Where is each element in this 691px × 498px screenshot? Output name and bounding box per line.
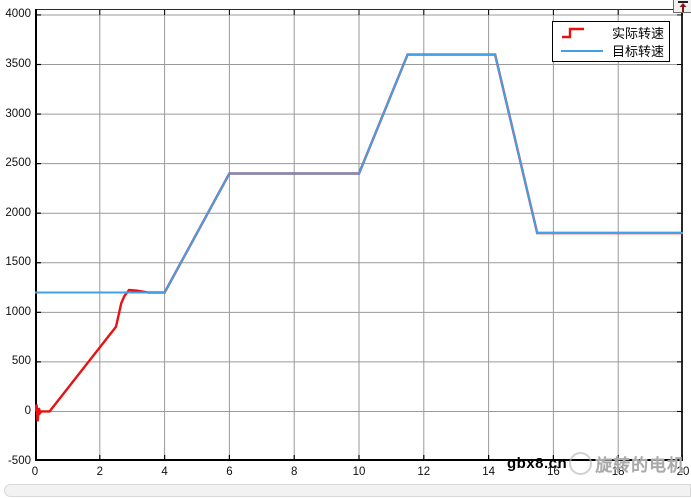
x-tick-label: 8 bbox=[290, 466, 298, 478]
y-tick-label: -500 bbox=[7, 454, 31, 467]
x-tick-label: 16 bbox=[546, 466, 560, 478]
y-tick-label: 1000 bbox=[5, 305, 31, 318]
x-tick-label: 2 bbox=[96, 466, 103, 478]
x-tick-label: 10 bbox=[352, 466, 366, 478]
x-tick-label: 18 bbox=[611, 466, 625, 478]
dock-pin-up-arrow-icon bbox=[677, 0, 688, 12]
solid-line-glyph bbox=[561, 49, 603, 52]
y-tick-label: 0 bbox=[24, 404, 31, 417]
watermark-site: gbx8.cn bbox=[507, 454, 568, 472]
x-tick-label: 6 bbox=[226, 466, 233, 478]
legend-label-target-speed: 目标转速 bbox=[612, 44, 665, 60]
x-tick-label: 12 bbox=[417, 466, 431, 478]
legend[interactable]: 实际转速 目标转速 bbox=[552, 21, 670, 62]
y-tick-label: 2500 bbox=[5, 157, 31, 170]
legend-label-actual-speed: 实际转速 bbox=[612, 25, 665, 41]
target-speed-line bbox=[35, 53, 683, 294]
dock-figure-button[interactable] bbox=[673, 0, 691, 13]
watermark-logo-icon bbox=[569, 451, 593, 475]
y-tick-label: 2000 bbox=[5, 206, 31, 219]
watermark: gbx8.cn 旋转的电机 bbox=[507, 451, 685, 475]
plot-area bbox=[35, 9, 683, 461]
watermark-brand: 旋转的电机 bbox=[595, 455, 686, 475]
y-tick-label: 500 bbox=[11, 355, 31, 368]
x-tick-label: 0 bbox=[31, 466, 39, 478]
y-tick-label: 3000 bbox=[5, 107, 31, 120]
y-tick-label: 4000 bbox=[5, 8, 31, 21]
step-line-glyph bbox=[562, 28, 584, 39]
legend-entry-target-speed: 目标转速 bbox=[557, 42, 665, 60]
horizontal-scrollbar[interactable] bbox=[4, 484, 691, 497]
x-tick-label: 20 bbox=[676, 466, 690, 478]
legend-entry-actual-speed: 实际转速 bbox=[557, 23, 665, 41]
y-tick-label: 3500 bbox=[5, 58, 31, 70]
y-tick-label: 1500 bbox=[5, 256, 31, 269]
x-tick-label: 14 bbox=[482, 466, 495, 478]
x-tick-label: 4 bbox=[161, 466, 168, 478]
